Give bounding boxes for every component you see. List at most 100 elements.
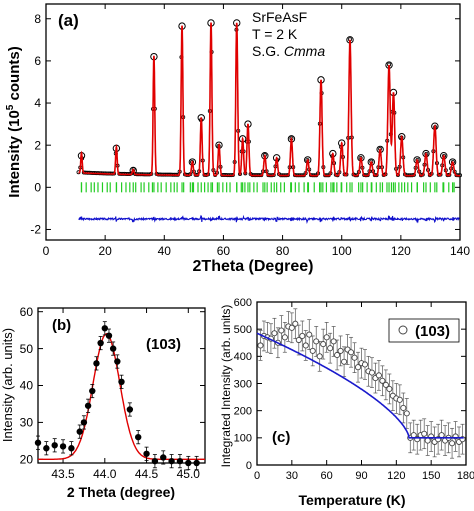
- panel-a-x-tick-label: 60: [217, 244, 231, 258]
- observed-peak-point: [129, 166, 137, 175]
- panel-a-ylabel-main: Intensity (10: [6, 110, 23, 198]
- panel-c-x-tick-label: 30: [286, 470, 298, 482]
- observed-peak-point: [413, 156, 421, 164]
- data-point: [455, 426, 463, 458]
- point-marker: [368, 369, 376, 376]
- point-marker: [351, 354, 358, 361]
- panel-a-y-tick-label: 0: [34, 181, 41, 195]
- data-point: [295, 324, 302, 356]
- data-point: [185, 455, 192, 471]
- panel-a-x-tick-label: 120: [391, 244, 411, 258]
- legend-box: [388, 318, 460, 343]
- panel-b-label: (b): [52, 317, 71, 334]
- data-point: [386, 373, 393, 405]
- data-point: [151, 454, 159, 469]
- data-point: [302, 330, 309, 361]
- panel-c-y-tick-label: 200: [234, 406, 252, 418]
- data-point: [379, 365, 386, 397]
- observed-point: [411, 172, 416, 177]
- point-marker: [101, 325, 109, 332]
- point-marker: [176, 457, 184, 465]
- data-point: [84, 398, 92, 413]
- panel-b-x-tick-label: 44.0: [93, 467, 117, 481]
- point-marker: [327, 345, 334, 352]
- panel-b-y-tick-label: 40: [20, 379, 34, 393]
- panel-b-y-tick-label: 20: [20, 453, 34, 467]
- data-point: [320, 328, 327, 360]
- data-point: [68, 441, 75, 456]
- panel-a-x-tick-label: 80: [276, 244, 290, 258]
- panel-c-x-tick-label: 180: [457, 470, 474, 482]
- panel-c-y-tick-label: 500: [234, 324, 252, 336]
- point-marker: [309, 347, 316, 354]
- point-marker: [105, 332, 113, 339]
- point-marker: [84, 402, 92, 409]
- data-point: [292, 308, 299, 340]
- data-point: [438, 419, 445, 451]
- point-marker: [438, 432, 445, 439]
- data-point: [375, 360, 382, 391]
- point-marker: [379, 377, 386, 384]
- data-point: [51, 438, 58, 453]
- data-point: [76, 424, 83, 439]
- data-point: [168, 454, 175, 469]
- data-point: [89, 383, 96, 399]
- panel-c-y-tick-label: 300: [234, 378, 252, 390]
- panel-c-y-tick-label: 400: [234, 351, 252, 363]
- point-marker: [118, 378, 125, 386]
- point-marker: [403, 410, 410, 417]
- point-marker: [299, 332, 306, 340]
- data-point: [316, 341, 323, 372]
- panel-b-ylabel: Intensity (arb. units): [0, 328, 15, 442]
- panel-b-y-tick-label: 30: [20, 416, 34, 430]
- point-marker: [135, 433, 142, 441]
- panel-b-tick-labels: 43.5 44.0 44.5 45.0 20 30 40 50 60: [20, 305, 201, 481]
- data-point: [368, 357, 376, 388]
- data-point: [114, 354, 121, 369]
- point-marker: [68, 445, 75, 452]
- data-point: [372, 362, 379, 394]
- point-marker: [93, 360, 100, 367]
- data-point: [334, 339, 341, 371]
- point-marker: [193, 459, 200, 467]
- point-marker: [316, 353, 323, 360]
- point-marker: [126, 406, 134, 413]
- point-marker: [109, 345, 117, 352]
- data-point: [421, 418, 428, 450]
- panel-a-y-tick-label: 6: [34, 54, 41, 68]
- panel-a-x-tick-label: 100: [332, 244, 352, 258]
- point-marker: [185, 459, 192, 467]
- data-point: [306, 319, 313, 350]
- panel-b-y-tick-label: 60: [20, 305, 34, 319]
- data-point: [354, 351, 362, 383]
- panel-a-x-tick-label: 0: [43, 244, 50, 258]
- panel-a-label: (a): [58, 11, 79, 30]
- data-point: [323, 322, 330, 353]
- data-point: [118, 374, 125, 389]
- data-point: [389, 380, 396, 412]
- point-marker: [330, 338, 337, 345]
- panel-c-x-tick-label: 0: [254, 470, 260, 482]
- point-marker: [386, 385, 393, 392]
- panel-b: 43.5 44.0 44.5 45.0 20 30 40 50 60 (b) (103) 2 T…: [0, 305, 206, 500]
- data-point: [442, 425, 449, 456]
- point-marker: [288, 324, 295, 331]
- data-point: [34, 435, 42, 450]
- panel-a-ylabel-sup: 5: [5, 104, 16, 110]
- data-point: [341, 346, 348, 378]
- data-point: [424, 425, 431, 456]
- data-point: [403, 398, 410, 429]
- point-marker: [114, 358, 121, 365]
- annotation-space-group: S.G.: [252, 43, 284, 59]
- data-point: [414, 423, 421, 455]
- panel-a-y-tick-label: 8: [34, 12, 41, 26]
- data-point: [101, 321, 109, 336]
- panel-c-xlabel: Temperature (K): [298, 492, 405, 508]
- panel-a-annotation: SrFeAsF T = 2 K S.G. Cmma: [252, 9, 325, 59]
- point-marker: [323, 334, 330, 341]
- point-marker: [396, 396, 403, 403]
- point-marker: [361, 361, 369, 368]
